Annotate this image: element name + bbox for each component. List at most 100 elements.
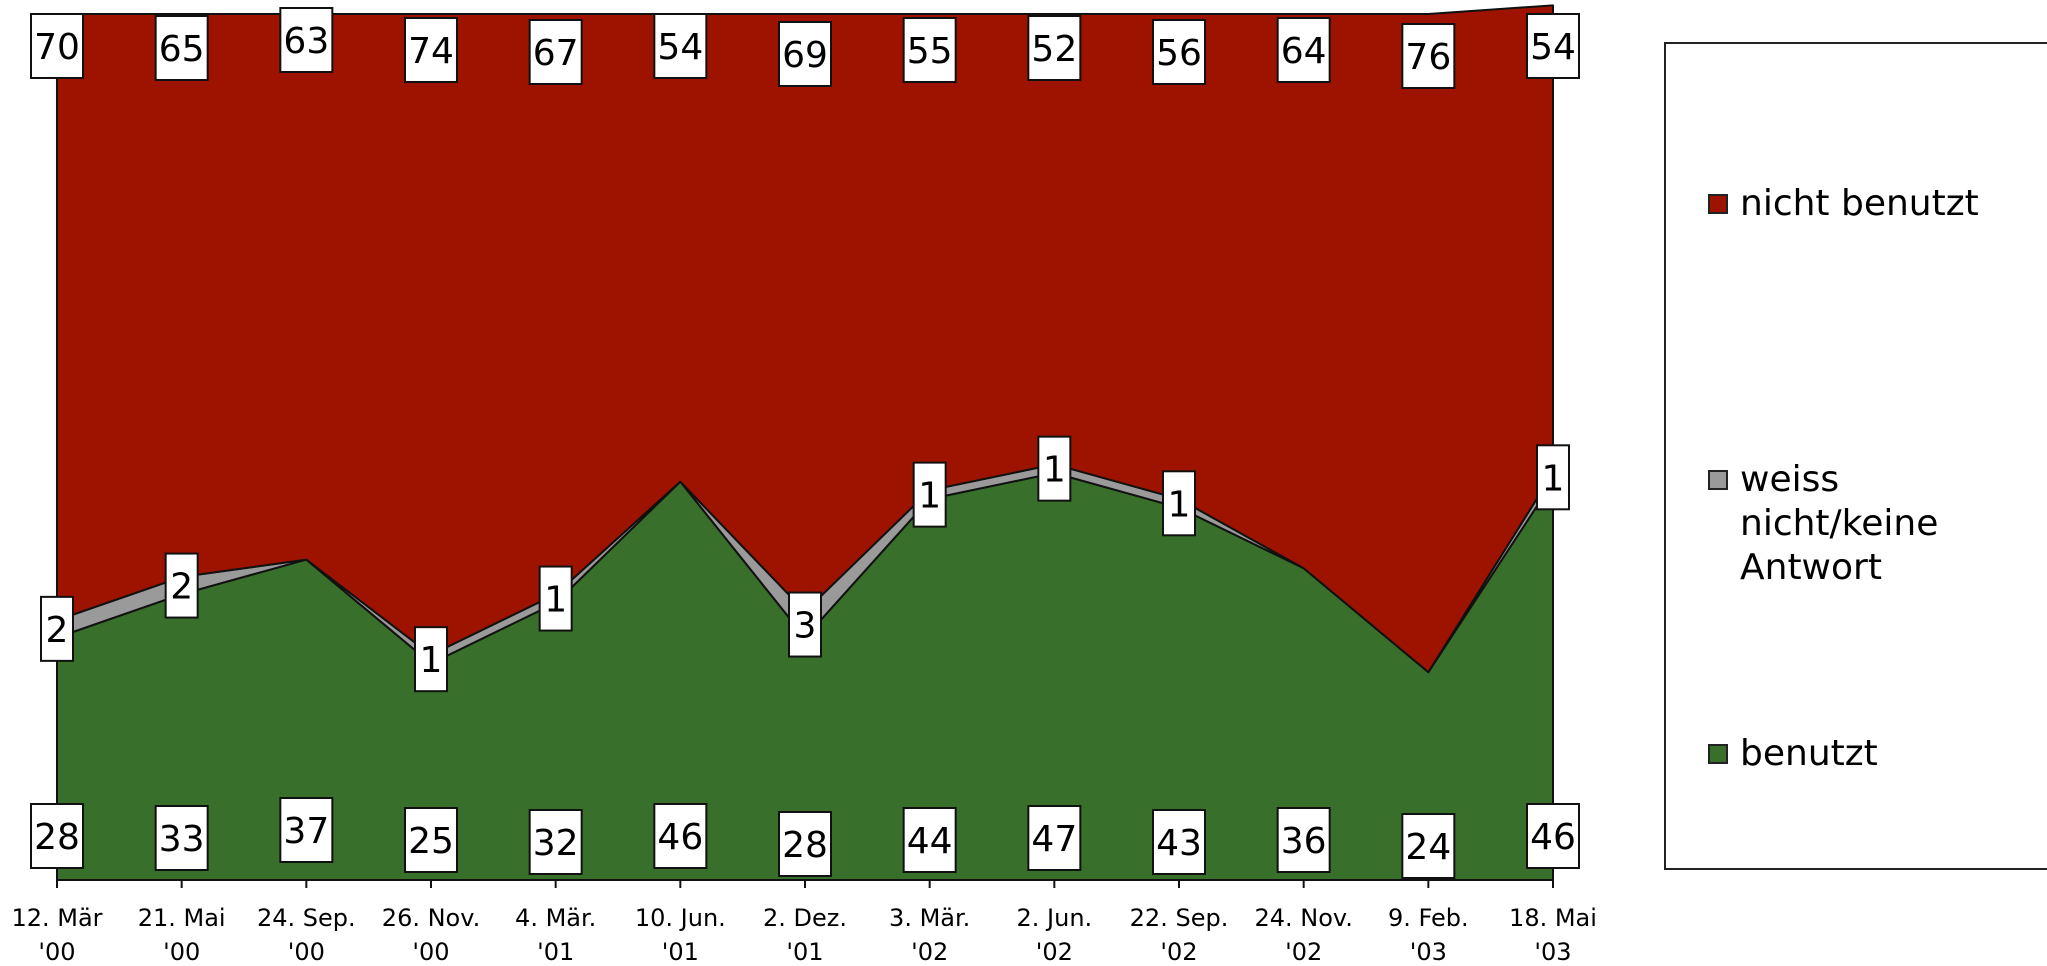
- data-label-weiss-nicht-keine-antwort: 1: [918, 476, 941, 517]
- data-label-benutzt-box: [279, 797, 334, 863]
- data-label-weiss-nicht-keine-antwort: 1: [1043, 450, 1066, 491]
- data-label-nicht-benutzt-box: [1152, 19, 1206, 85]
- x-tick-label-year: '01: [786, 938, 823, 966]
- legend-label-weiss-nicht: weiss nicht/keine Antwort: [1740, 459, 1939, 588]
- x-tick-label: 2. Jun.: [1017, 904, 1093, 932]
- data-label-benutzt-box: [653, 803, 708, 869]
- legend-swatch-nicht-benutzt: [1708, 194, 1728, 214]
- data-label-benutzt-box: [1526, 803, 1580, 869]
- data-label-weiss-nicht-keine-antwort: 1: [1542, 458, 1565, 499]
- data-label-nicht-benutzt: 54: [1530, 27, 1576, 68]
- x-tick-label: 18. Mai: [1509, 904, 1597, 932]
- data-label-nicht-benutzt: 70: [34, 27, 80, 68]
- data-label-benutzt-box: [154, 805, 209, 871]
- data-label-benutzt-box: [1027, 805, 1082, 871]
- data-label-weiss-nicht-keine-antwort: 1: [544, 580, 567, 621]
- legend-label-benutzt: benutzt: [1740, 733, 1878, 774]
- data-label-weiss-nicht-keine-antwort-box: [164, 552, 199, 619]
- data-label-benutzt-box: [30, 803, 84, 869]
- data-label-nicht-benutzt-box: [1526, 13, 1580, 79]
- data-label-benutzt: 32: [533, 823, 579, 864]
- data-label-benutzt: 44: [907, 821, 953, 862]
- x-tick-label-year: '02: [911, 938, 948, 966]
- x-tick-label-year: '02: [1036, 938, 1073, 966]
- legend-item-weiss-nicht: weiss nicht/keine Antwort: [1708, 458, 2040, 590]
- data-label-nicht-benutzt-box: [279, 7, 334, 73]
- data-label-nicht-benutzt: 54: [657, 27, 703, 68]
- data-label-nicht-benutzt-box: [1027, 15, 1082, 81]
- data-label-nicht-benutzt: 67: [533, 33, 579, 74]
- data-label-nicht-benutzt: 69: [782, 35, 828, 76]
- x-tick-label: 24. Nov.: [1254, 904, 1352, 932]
- data-label-weiss-nicht-keine-antwort: 1: [420, 640, 443, 681]
- data-label-weiss-nicht-keine-antwort-box: [1162, 470, 1196, 537]
- data-label-benutzt-box: [528, 809, 583, 875]
- legend-swatch-weiss-nicht: [1708, 470, 1728, 490]
- data-label-weiss-nicht-keine-antwort: 2: [46, 610, 69, 651]
- data-label-benutzt: 36: [1281, 821, 1327, 862]
- x-tick-label: 22. Sep.: [1130, 904, 1229, 932]
- legend-label-nicht-benutzt: nicht benutzt: [1740, 183, 1979, 224]
- data-label-nicht-benutzt: 56: [1156, 33, 1202, 74]
- data-label-benutzt: 43: [1156, 823, 1202, 864]
- data-label-weiss-nicht-keine-antwort-box: [40, 595, 74, 662]
- legend-item-benutzt: benutzt: [1708, 732, 2040, 776]
- data-label-weiss-nicht-keine-antwort-box: [538, 565, 573, 632]
- data-label-weiss-nicht-keine-antwort-box: [414, 626, 448, 693]
- x-tick-label: 24. Sep.: [257, 904, 356, 932]
- x-tick-label: 10. Jun.: [635, 904, 726, 932]
- data-label-benutzt: 47: [1031, 819, 1077, 860]
- x-tick-label: 26. Nov.: [382, 904, 480, 932]
- data-label-nicht-benutzt: 63: [283, 21, 329, 62]
- data-label-nicht-benutzt: 65: [159, 29, 205, 70]
- chart-legend: nicht benutzt weiss nicht/keine Antwort …: [1664, 42, 2047, 870]
- x-tick-label: 3. Mär.: [889, 904, 970, 932]
- x-tick-label-year: '00: [288, 938, 325, 966]
- data-label-weiss-nicht-keine-antwort: 1: [1168, 484, 1191, 525]
- data-label-nicht-benutzt-box: [902, 17, 957, 83]
- data-label-benutzt: 25: [408, 821, 454, 862]
- data-label-weiss-nicht-keine-antwort-box: [1037, 435, 1072, 502]
- data-label-benutzt-box: [1401, 813, 1456, 879]
- data-label-weiss-nicht-keine-antwort: 2: [170, 567, 193, 608]
- data-label-nicht-benutzt: 74: [408, 31, 454, 72]
- data-label-benutzt: 37: [283, 811, 329, 852]
- data-label-nicht-benutzt-box: [653, 13, 708, 79]
- data-label-nicht-benutzt: 64: [1281, 31, 1327, 72]
- x-tick-label-year: '02: [1160, 938, 1197, 966]
- data-label-nicht-benutzt-box: [404, 17, 458, 83]
- data-label-nicht-benutzt: 76: [1405, 37, 1451, 78]
- data-label-weiss-nicht-keine-antwort-box: [912, 461, 947, 528]
- data-label-nicht-benutzt-box: [154, 15, 209, 81]
- legend-item-nicht-benutzt: nicht benutzt: [1708, 182, 2040, 226]
- data-label-weiss-nicht-keine-antwort: 3: [794, 606, 817, 647]
- data-label-weiss-nicht-keine-antwort-box: [1536, 444, 1570, 511]
- x-tick-label-year: '01: [537, 938, 574, 966]
- data-label-weiss-nicht-keine-antwort-box: [788, 591, 822, 658]
- data-label-nicht-benutzt-box: [778, 21, 832, 87]
- x-tick-label: 21. Mai: [138, 904, 226, 932]
- data-label-benutzt-box: [778, 811, 832, 877]
- data-label-benutzt-box: [1152, 809, 1206, 875]
- data-label-nicht-benutzt: 52: [1031, 29, 1077, 70]
- x-tick-label: 4. Mär.: [515, 904, 596, 932]
- x-tick-label-year: '00: [38, 938, 75, 966]
- x-tick-label: 2. Dez.: [763, 904, 847, 932]
- data-label-nicht-benutzt: 55: [907, 31, 953, 72]
- data-label-benutzt: 33: [159, 819, 205, 860]
- x-tick-label: 9. Feb.: [1388, 904, 1469, 932]
- data-label-nicht-benutzt-box: [30, 13, 84, 79]
- data-label-benutzt-box: [404, 807, 458, 873]
- x-tick-label: 12. Mär: [11, 904, 102, 932]
- data-label-benutzt: 24: [1405, 827, 1451, 868]
- x-tick-label-year: '03: [1534, 938, 1571, 966]
- x-tick-label-year: '03: [1410, 938, 1447, 966]
- data-label-benutzt: 28: [782, 825, 828, 866]
- legend-swatch-benutzt: [1708, 744, 1728, 764]
- x-tick-label-year: '01: [662, 938, 699, 966]
- data-label-benutzt-box: [1276, 807, 1331, 873]
- data-label-nicht-benutzt-box: [528, 19, 583, 85]
- x-tick-label-year: '00: [412, 938, 449, 966]
- data-label-benutzt-box: [902, 807, 957, 873]
